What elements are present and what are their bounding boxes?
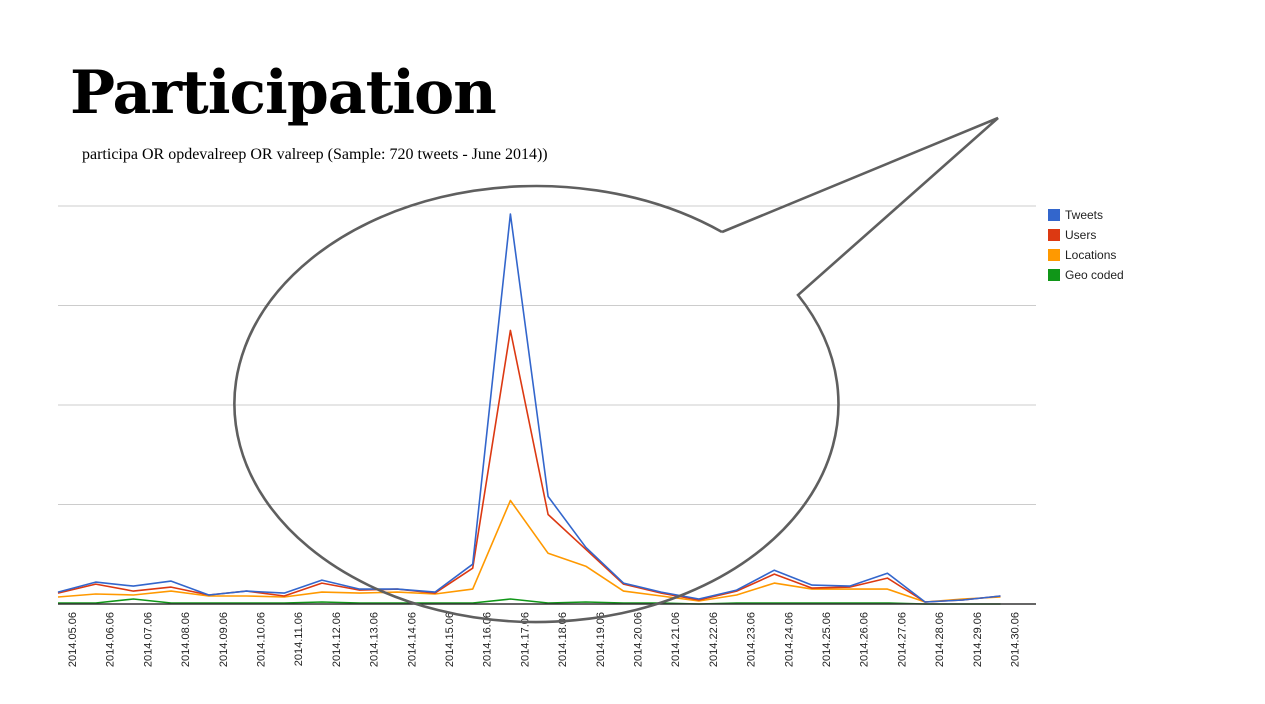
legend-label: Users bbox=[1065, 228, 1097, 242]
x-tick-label: 2014.21.06 bbox=[670, 612, 682, 667]
legend-label: Geo coded bbox=[1065, 268, 1124, 282]
legend-label: Locations bbox=[1065, 248, 1117, 262]
x-tick-label: 2014.09.06 bbox=[218, 612, 230, 667]
x-tick-label: 2014.06.06 bbox=[105, 612, 117, 667]
chart-series-lines bbox=[57, 213, 1036, 605]
x-tick-label: 2014.07.06 bbox=[142, 612, 154, 667]
legend-item: Geo coded bbox=[1048, 265, 1124, 285]
x-tick-label: 2014.19.06 bbox=[595, 612, 607, 667]
x-tick-label: 2014.17.06 bbox=[519, 612, 531, 667]
legend-swatch bbox=[1048, 209, 1060, 221]
legend-item: Users bbox=[1048, 225, 1124, 245]
x-tick-label: 2014.10.06 bbox=[256, 612, 268, 667]
legend-item: Locations bbox=[1048, 245, 1124, 265]
x-tick-label: 2014.13.06 bbox=[369, 612, 381, 667]
legend-swatch bbox=[1048, 249, 1060, 261]
x-tick-label: 2014.27.06 bbox=[896, 612, 908, 667]
x-tick-label: 2014.30.06 bbox=[1010, 612, 1022, 667]
slide-subtitle: participa OR opdevalreep OR valreep (Sam… bbox=[82, 146, 548, 163]
x-tick-label: 2014.22.06 bbox=[708, 612, 720, 667]
x-tick-label: 2014.29.06 bbox=[972, 612, 984, 667]
x-tick-label: 2014.12.06 bbox=[331, 612, 343, 667]
x-tick-label: 2014.05.06 bbox=[67, 612, 79, 667]
chart-gridlines bbox=[58, 205, 1036, 505]
x-tick-label: 2014.20.06 bbox=[633, 612, 645, 667]
x-tick-label: 2014.25.06 bbox=[821, 612, 833, 667]
x-tick-label: 2014.24.06 bbox=[783, 612, 795, 667]
slide-title: Participation bbox=[70, 58, 497, 128]
series-line-users bbox=[57, 329, 1001, 603]
series-line-locations bbox=[57, 499, 1001, 603]
series-line-geo-coded bbox=[58, 598, 1001, 605]
x-tick-label: 2014.14.06 bbox=[406, 612, 418, 667]
x-tick-label: 2014.08.06 bbox=[180, 612, 192, 667]
chart-x-tick-labels: 2014.05.06 2014.06.06 2014.07.06 2014.08.06… bbox=[67, 612, 1022, 667]
x-tick-label: 2014.18.06 bbox=[557, 612, 569, 667]
x-tick-label: 2014.15.06 bbox=[444, 612, 456, 667]
speech-bubble-callout bbox=[233, 116, 999, 624]
x-tick-label: 2014.16.06 bbox=[482, 612, 494, 667]
x-tick-label: 2014.23.06 bbox=[746, 612, 758, 667]
chart-legend: Tweets Users Locations Geo coded bbox=[1048, 205, 1124, 285]
legend-swatch bbox=[1048, 229, 1060, 241]
legend-swatch bbox=[1048, 269, 1060, 281]
x-tick-label: 2014.26.06 bbox=[859, 612, 871, 667]
legend-label: Tweets bbox=[1065, 208, 1104, 222]
legend-item: Tweets bbox=[1048, 205, 1124, 225]
x-tick-label: 2014.28.06 bbox=[934, 612, 946, 667]
series-line-tweets bbox=[57, 213, 1001, 603]
x-tick-label: 2014.11.06 bbox=[293, 612, 305, 666]
